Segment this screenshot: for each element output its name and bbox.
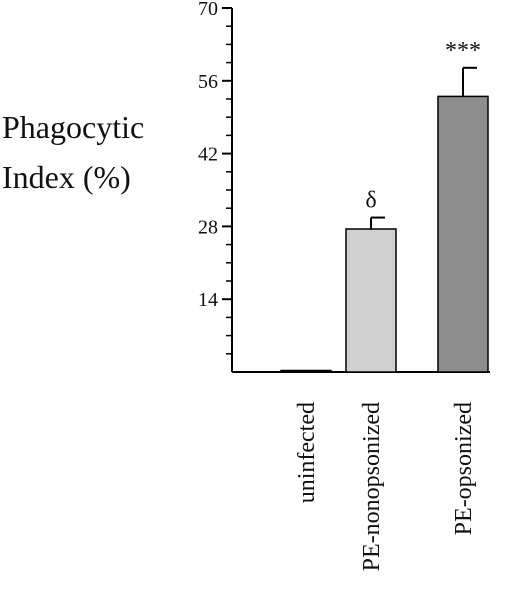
- y-tick-label: 56: [198, 71, 218, 93]
- category-label-pe-nonopsonized: PE-nonopsonized: [359, 402, 385, 571]
- category-label-uninfected: uninfected: [294, 402, 320, 503]
- y-axis-label-line-1: Phagocytic: [2, 109, 145, 145]
- y-tick-label: 14: [198, 289, 218, 311]
- labels: uninfected δ PE-nonopsonized *** PE-opsonize…: [294, 38, 481, 572]
- significance-annotation-pe-nonopsonized: δ: [365, 188, 376, 214]
- y-axis-label-line-2: Index (%): [2, 159, 131, 195]
- y-tick-label: 28: [198, 216, 218, 238]
- bar-uninfected: [280, 369, 332, 373]
- bars: [280, 66, 489, 373]
- category-label-pe-opsonized: PE-opsonized: [451, 402, 477, 535]
- bar-pe-opsonized: [437, 95, 489, 373]
- significance-annotation-pe-opsonized: ***: [445, 38, 481, 64]
- y-tick-label: 70: [198, 0, 218, 20]
- bar-pe-nonopsonized: [345, 228, 397, 373]
- y-axis-label: Phagocytic Index (%): [2, 102, 144, 202]
- y-tick-label: 42: [198, 144, 218, 166]
- axes: 14 28 42 56 70: [198, 0, 490, 373]
